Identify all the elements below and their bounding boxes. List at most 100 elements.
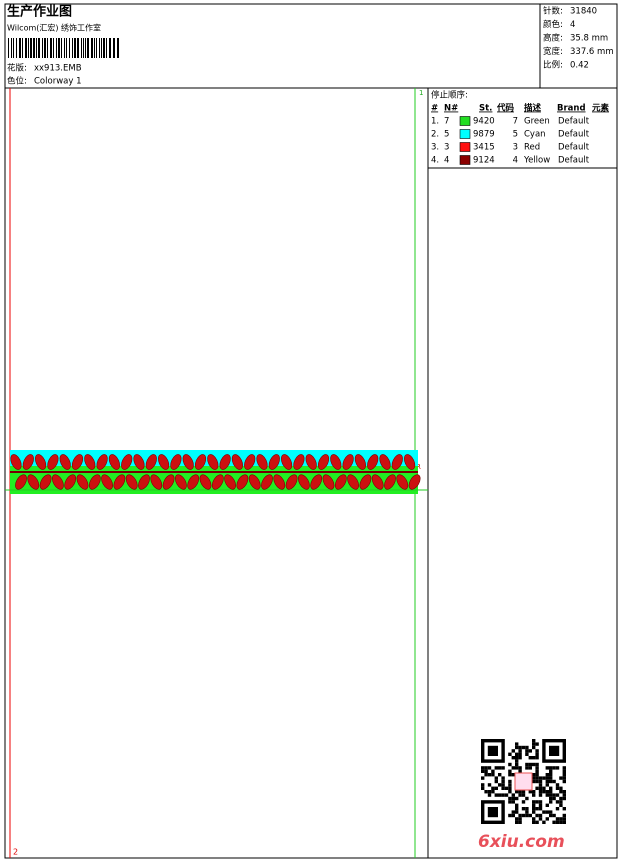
bar-stripe xyxy=(91,38,93,58)
leaf xyxy=(256,454,268,470)
qr-module xyxy=(501,783,505,787)
qr-module xyxy=(559,820,563,824)
bar-stripe xyxy=(38,38,40,58)
leaf xyxy=(244,454,256,470)
leaf xyxy=(285,474,298,490)
qr-module xyxy=(562,766,566,770)
qr-module xyxy=(494,776,498,780)
qr-module xyxy=(532,803,536,807)
qr-module xyxy=(528,813,532,818)
row-index: 2. xyxy=(431,130,439,140)
qr-module xyxy=(518,790,522,794)
row-index: 1. xyxy=(431,117,439,127)
column-header: # xyxy=(431,104,438,114)
color-swatch xyxy=(459,129,471,139)
qr-module xyxy=(494,766,498,770)
qr-module xyxy=(511,810,515,814)
qr-module xyxy=(515,790,519,794)
qr-module xyxy=(481,769,485,773)
qr-module xyxy=(562,793,566,797)
qr-module xyxy=(535,813,539,818)
bar-stripe xyxy=(19,38,21,58)
qr-module xyxy=(555,786,560,790)
qr-module xyxy=(515,803,519,807)
qr-module xyxy=(498,773,502,777)
qr-module xyxy=(555,807,560,811)
qr-module xyxy=(481,776,485,780)
qr-module xyxy=(525,810,529,814)
bar-stripe xyxy=(103,38,105,58)
leaf xyxy=(22,454,34,470)
leaf xyxy=(224,474,236,490)
qr-module xyxy=(535,807,539,811)
bar-stripe xyxy=(50,38,52,58)
qr-module xyxy=(532,739,536,743)
qr-module xyxy=(559,800,563,804)
qr-module xyxy=(521,813,526,818)
colorway: Colorway 1 xyxy=(34,77,82,87)
leaf xyxy=(207,454,219,470)
qr-module xyxy=(491,790,495,794)
leaf xyxy=(10,454,22,470)
qr-module xyxy=(538,776,543,780)
label: 色位: xyxy=(7,76,27,87)
qr-code xyxy=(481,739,566,824)
qr-module xyxy=(549,810,553,814)
qr-module xyxy=(515,745,519,750)
bar-stripe xyxy=(56,38,57,58)
qr-module xyxy=(535,762,539,767)
row-index: 3. xyxy=(431,143,439,153)
qr-module xyxy=(491,773,495,777)
qr-module xyxy=(538,786,543,790)
qr-module xyxy=(484,769,488,773)
leaf xyxy=(187,474,200,490)
stitches: 3415 xyxy=(473,143,495,153)
qr-module xyxy=(511,749,515,753)
qr-module xyxy=(518,766,522,770)
qr-module xyxy=(552,796,556,801)
leaf xyxy=(76,474,89,490)
leaf xyxy=(138,474,150,490)
qr-module xyxy=(525,745,529,750)
qr-module xyxy=(535,779,539,784)
leaf xyxy=(261,474,273,490)
bar-stripe xyxy=(87,38,89,58)
qr-module xyxy=(549,786,553,790)
qr-module xyxy=(487,790,492,794)
leaf xyxy=(162,474,175,490)
leaf xyxy=(101,474,113,490)
qr-module xyxy=(515,807,519,811)
column-header: 代码 xyxy=(496,103,515,114)
leaf xyxy=(231,454,243,470)
leaf xyxy=(182,454,194,470)
qr-module xyxy=(521,745,526,750)
bar-stripe xyxy=(25,38,27,58)
needle: 3 xyxy=(444,143,449,153)
qr-module xyxy=(498,793,502,797)
qr-module xyxy=(535,786,539,790)
stitches: 9124 xyxy=(473,156,495,166)
bar-stripe xyxy=(66,38,67,58)
leaf xyxy=(354,454,366,470)
qr-module xyxy=(562,807,566,811)
column-header: 描述 xyxy=(524,103,542,114)
qr-module xyxy=(511,766,515,770)
qr-module xyxy=(532,800,536,804)
qr-module xyxy=(542,820,546,824)
qr-module xyxy=(555,817,560,821)
qr-module xyxy=(535,800,539,804)
qr-module xyxy=(481,766,485,770)
qr-module xyxy=(549,773,553,777)
qr-module xyxy=(545,793,549,797)
description: Yellow xyxy=(523,156,550,166)
leaf xyxy=(322,474,335,490)
bar-stripe xyxy=(77,38,79,58)
qr-module xyxy=(545,817,549,821)
info-value: 35.8 mm xyxy=(570,34,608,44)
label: 花版: xyxy=(7,63,27,74)
qr-module xyxy=(535,742,539,746)
title: 生产作业图 xyxy=(7,4,72,20)
qr-module xyxy=(487,773,492,777)
info-label: 比例: xyxy=(543,60,563,71)
qr-module xyxy=(535,773,539,777)
